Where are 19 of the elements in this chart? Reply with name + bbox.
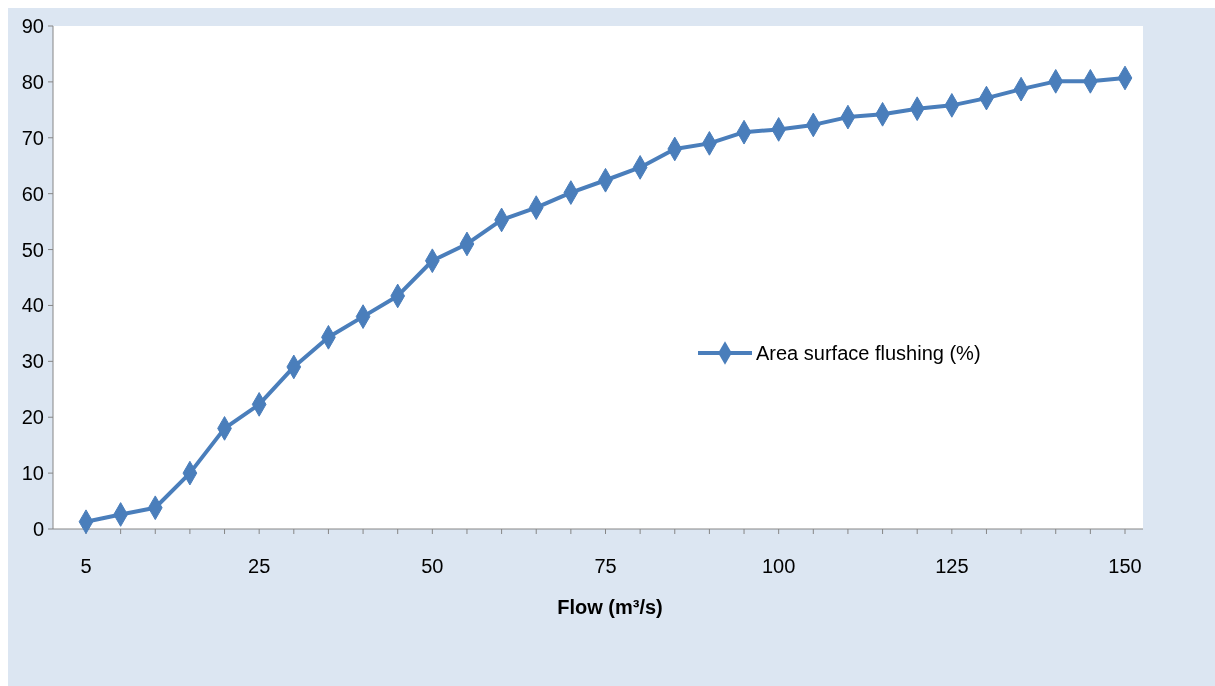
y-tick-label: 70	[21, 126, 44, 149]
y-tick-label: 20	[21, 406, 44, 429]
x-tick-label: 125	[935, 555, 969, 577]
y-tick-label: 80	[21, 70, 44, 93]
legend-label: Area surface flushing (%)	[756, 342, 981, 364]
x-tick-label: 100	[761, 555, 796, 577]
x-tick-label: 5	[80, 555, 92, 577]
x-tick-label: 25	[248, 555, 271, 577]
y-tick-label: 90	[21, 15, 44, 37]
x-tick-label: 75	[594, 555, 617, 577]
y-tick-label: 40	[21, 294, 44, 317]
y-tick-label: 30	[21, 350, 44, 373]
x-tick-label: 150	[1108, 555, 1142, 577]
y-tick-label: 0	[32, 518, 44, 540]
y-tick-label: 50	[21, 238, 44, 261]
x-tick-label: 50	[421, 555, 444, 577]
y-tick-label: 10	[21, 462, 44, 485]
x-axis-title: Flow (m³/s)	[557, 596, 663, 618]
y-tick-label: 60	[21, 182, 44, 205]
